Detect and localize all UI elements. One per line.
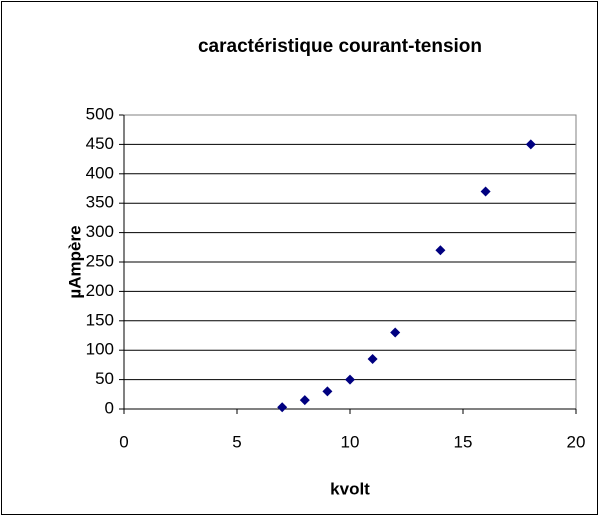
y-axis-label: µAmpère	[65, 225, 84, 298]
x-tick-label: 10	[341, 432, 360, 451]
y-tick-label: 100	[86, 340, 114, 359]
x-tick-label: 5	[232, 432, 241, 451]
y-tick-label: 350	[86, 193, 114, 212]
point	[322, 386, 333, 397]
point	[435, 245, 446, 256]
y-tick-label: 300	[86, 222, 114, 241]
point	[299, 395, 310, 406]
x-tick-label: 20	[567, 432, 586, 451]
x-tick-label: 0	[119, 432, 128, 451]
x-tick-label: 15	[454, 432, 473, 451]
y-tick-label: 500	[86, 104, 114, 123]
y-tick-label: 450	[86, 134, 114, 153]
y-tick-label: 150	[86, 310, 114, 329]
y-tick-label: 50	[95, 369, 114, 388]
point	[525, 139, 536, 150]
y-tick-label: 200	[86, 281, 114, 300]
y-tick-label: 250	[86, 251, 114, 270]
x-axis-label: kvolt	[330, 479, 370, 498]
point	[390, 327, 401, 338]
point	[345, 374, 355, 385]
point	[277, 402, 288, 413]
chart-title: caractéristique courant-tension	[198, 36, 482, 57]
y-tick-label: 0	[105, 398, 114, 417]
point	[367, 354, 378, 365]
y-tick-label: 400	[86, 163, 114, 182]
point	[480, 186, 491, 197]
